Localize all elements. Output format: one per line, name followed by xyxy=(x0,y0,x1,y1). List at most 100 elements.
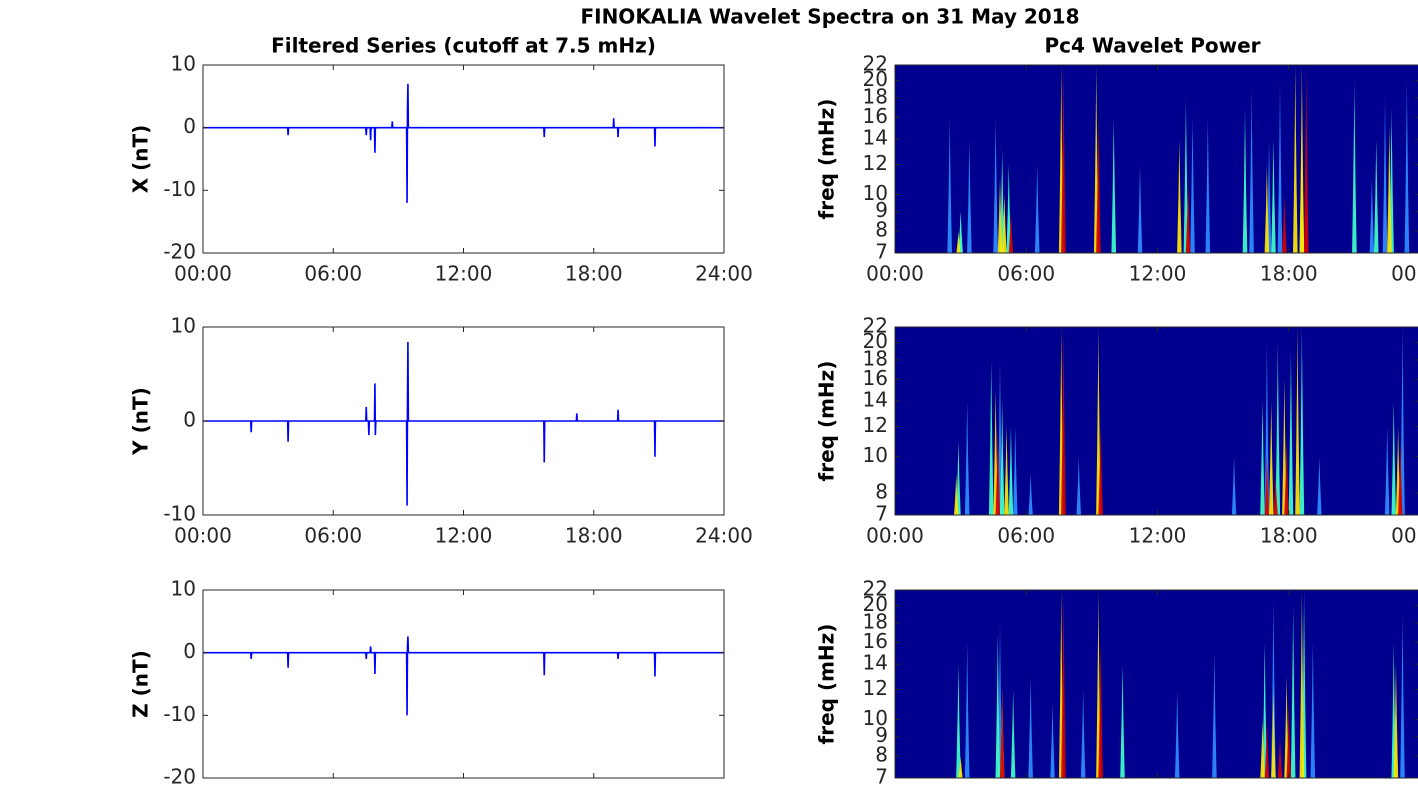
y-tick-label: 9 xyxy=(875,723,888,747)
power-burst xyxy=(1369,178,1375,253)
plot-area xyxy=(203,83,724,203)
x-tick-label: 06:00 xyxy=(304,524,362,548)
power-burst xyxy=(1271,597,1276,778)
y-tick-label: 20 xyxy=(863,592,888,616)
y-tick-label: 18 xyxy=(863,346,888,370)
series-line xyxy=(203,636,724,716)
power-burst xyxy=(999,401,1005,515)
x-tick-label: 18:00 xyxy=(565,524,623,548)
series-line xyxy=(203,342,724,506)
axes-box xyxy=(202,64,725,254)
x-tick-label: 00:00 xyxy=(866,524,924,548)
y-tick-label: 20 xyxy=(863,67,888,91)
power-burst xyxy=(1098,426,1103,515)
power-burst xyxy=(1393,664,1399,778)
power-burst xyxy=(1006,164,1012,253)
x-tick-label: 00:00 xyxy=(1391,524,1418,548)
power-burst xyxy=(1404,80,1410,253)
power-burst xyxy=(1242,107,1248,253)
y-tick-label: 12 xyxy=(863,151,888,175)
power-burst xyxy=(1398,440,1403,515)
power-burst xyxy=(997,178,1003,253)
power-burst xyxy=(1286,703,1292,778)
plot-background xyxy=(895,65,1418,253)
power-burst xyxy=(1260,401,1265,515)
power-burst xyxy=(956,664,961,778)
x-tick-label: 00:00 xyxy=(866,262,924,286)
power-burst xyxy=(1273,473,1278,515)
power-burst xyxy=(1264,456,1270,515)
x-tick-label: 00:00 xyxy=(174,262,232,286)
y-tick-label: -20 xyxy=(163,240,196,264)
power-burst xyxy=(1120,664,1125,778)
power-burst xyxy=(1290,605,1296,778)
power-burst xyxy=(1061,327,1066,515)
power-burst xyxy=(1008,211,1014,253)
y-tick-label: 22 xyxy=(863,52,888,76)
x-tick-label: 12:00 xyxy=(1129,262,1187,286)
y-tick-label: 14 xyxy=(863,126,888,150)
power-burst xyxy=(1384,426,1390,515)
y-tick-label: 18 xyxy=(863,609,888,633)
series-line xyxy=(203,83,724,203)
y-tick-label: 12 xyxy=(863,676,888,700)
power-burst xyxy=(1111,117,1117,253)
y-tick-label: -10 xyxy=(163,177,196,201)
power-burst xyxy=(1299,65,1305,253)
plot-area xyxy=(947,65,1410,253)
y-tick-label: 16 xyxy=(863,366,888,390)
x-tick-label: 00:00 xyxy=(1391,262,1418,286)
power-burst xyxy=(1282,194,1287,253)
y-tick-label: 20 xyxy=(863,329,888,353)
plot-background xyxy=(895,590,1418,778)
power-burst xyxy=(954,473,959,515)
power-burst xyxy=(1098,642,1103,778)
x-tick-label: 18:00 xyxy=(1260,524,1318,548)
power-burst xyxy=(1190,117,1195,253)
y-tick-label: 16 xyxy=(863,629,888,653)
y-tick-label: 16 xyxy=(863,104,888,128)
x-tick-label: 24:00 xyxy=(695,262,753,286)
power-burst xyxy=(995,426,1001,515)
power-burst xyxy=(1061,65,1066,253)
power-burst xyxy=(1295,327,1300,515)
y-axis-label: Y (nT) xyxy=(129,387,153,456)
power-burst xyxy=(1008,426,1014,515)
power-burst xyxy=(1185,178,1191,253)
y-tick-label: 10 xyxy=(863,443,888,467)
x-tick-label: 18:00 xyxy=(1260,262,1318,286)
power-burst xyxy=(1050,703,1055,778)
power-burst xyxy=(1096,327,1101,515)
power-burst xyxy=(967,139,972,253)
power-burst xyxy=(1264,164,1270,253)
power-burst xyxy=(1275,342,1281,515)
y-tick-label: -10 xyxy=(163,702,196,726)
power-burst xyxy=(993,117,998,253)
x-tick-label: 06:00 xyxy=(997,524,1055,548)
figure-title: FINOKALIA Wavelet Spectra on 31 May 2018 xyxy=(580,5,1079,29)
y-tick-label: 14 xyxy=(863,388,888,412)
panel-title: Pc4 Wavelet Power xyxy=(1044,34,1260,58)
power-burst xyxy=(1231,456,1237,515)
y-tick-label: -10 xyxy=(163,502,196,526)
y-tick-label: 10 xyxy=(863,706,888,730)
power-burst xyxy=(1317,456,1322,515)
power-burst xyxy=(999,689,1005,778)
power-burst xyxy=(1028,676,1033,778)
power-burst xyxy=(1288,351,1294,515)
y-tick-label: 18 xyxy=(863,84,888,108)
power-burst xyxy=(1137,164,1143,253)
y-axis-label: Z (nT) xyxy=(129,650,153,718)
power-burst xyxy=(1400,614,1405,778)
x-tick-label: 00:00 xyxy=(174,524,232,548)
y-tick-label: 0 xyxy=(183,639,196,663)
power-burst xyxy=(1174,689,1180,778)
power-burst xyxy=(1096,117,1101,253)
power-burst xyxy=(1277,80,1283,253)
plot-area xyxy=(203,342,724,506)
power-burst xyxy=(1284,440,1289,515)
